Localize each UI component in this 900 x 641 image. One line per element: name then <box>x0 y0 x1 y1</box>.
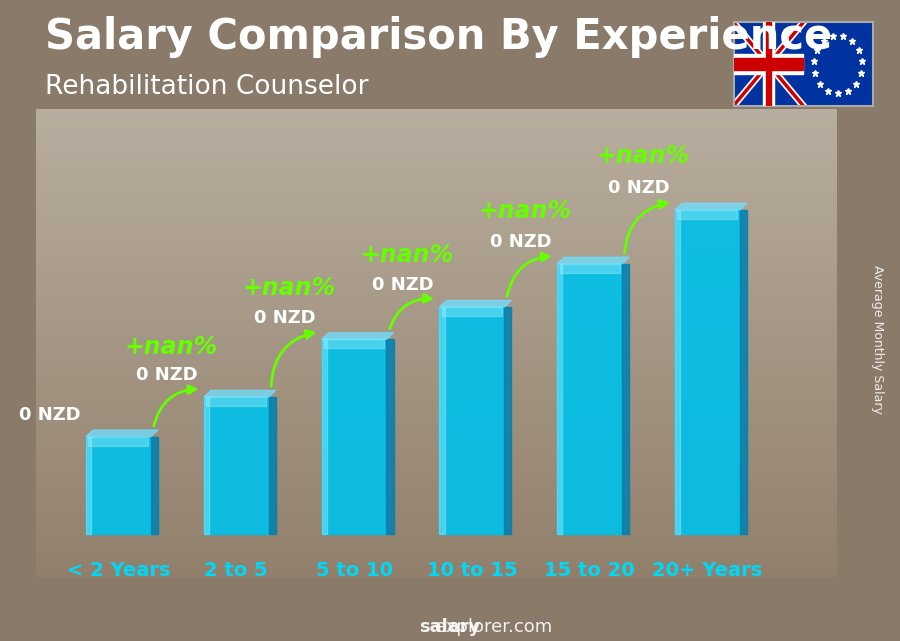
Bar <box>622 263 629 534</box>
Bar <box>324 339 384 348</box>
Text: 20+ Years: 20+ Years <box>652 561 762 579</box>
Bar <box>675 210 680 534</box>
Text: Rehabilitation Counselor: Rehabilitation Counselor <box>45 74 368 100</box>
Bar <box>557 263 622 534</box>
Text: Salary Comparison By Experience: Salary Comparison By Experience <box>45 16 832 58</box>
Bar <box>321 339 386 534</box>
Text: 0 NZD: 0 NZD <box>372 276 434 294</box>
Polygon shape <box>204 390 275 397</box>
Bar <box>560 263 620 272</box>
Bar <box>86 437 91 534</box>
Bar <box>557 263 562 534</box>
Polygon shape <box>557 257 629 263</box>
Bar <box>504 307 511 534</box>
Text: +nan%: +nan% <box>478 199 572 222</box>
Text: 0 NZD: 0 NZD <box>136 366 198 385</box>
Bar <box>268 397 275 534</box>
Text: 10 to 15: 10 to 15 <box>427 561 518 579</box>
Text: < 2 Years: < 2 Years <box>67 561 170 579</box>
Text: 2 to 5: 2 to 5 <box>204 561 268 579</box>
Bar <box>675 210 740 534</box>
Bar <box>439 307 445 534</box>
Bar <box>734 54 803 74</box>
Bar <box>204 397 268 534</box>
Text: explorer.com: explorer.com <box>435 618 552 636</box>
Text: +nan%: +nan% <box>361 243 454 267</box>
Bar <box>734 58 803 70</box>
Bar <box>151 437 158 534</box>
Bar <box>88 437 148 445</box>
Polygon shape <box>675 203 747 210</box>
Bar <box>439 307 504 534</box>
Text: Average Monthly Salary: Average Monthly Salary <box>871 265 884 414</box>
Text: salary: salary <box>419 618 481 636</box>
Text: +nan%: +nan% <box>243 276 336 301</box>
Text: 0 NZD: 0 NZD <box>490 233 552 251</box>
Text: 0 NZD: 0 NZD <box>608 179 669 197</box>
Bar <box>678 210 737 219</box>
Bar <box>206 397 266 406</box>
Text: +nan%: +nan% <box>596 144 689 168</box>
Text: 15 to 20: 15 to 20 <box>544 561 634 579</box>
Polygon shape <box>321 333 393 339</box>
Polygon shape <box>86 430 158 437</box>
Bar <box>321 339 327 534</box>
Text: +nan%: +nan% <box>125 335 218 359</box>
Bar <box>386 339 393 534</box>
Bar <box>204 397 209 534</box>
Bar <box>442 307 502 316</box>
Text: 5 to 10: 5 to 10 <box>316 561 392 579</box>
Bar <box>740 210 747 534</box>
Text: 0 NZD: 0 NZD <box>254 309 316 327</box>
Polygon shape <box>439 301 511 307</box>
Text: 0 NZD: 0 NZD <box>19 406 80 424</box>
Bar <box>766 22 771 106</box>
Bar <box>86 437 151 534</box>
Bar <box>763 22 774 106</box>
